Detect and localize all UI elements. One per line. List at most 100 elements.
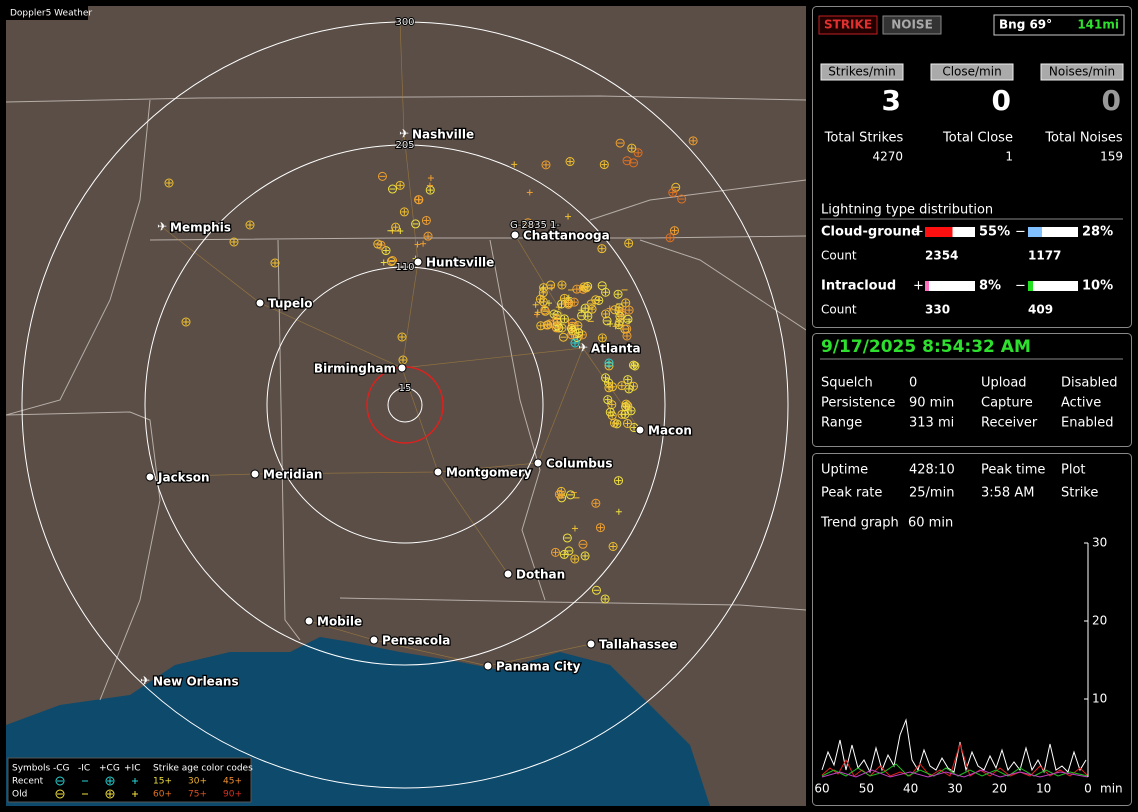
strike bbox=[623, 418, 633, 428]
rate-label: Close/min bbox=[942, 65, 1001, 79]
stat: 25/min bbox=[909, 486, 954, 501]
stat: Peak time bbox=[981, 463, 1045, 478]
legend-age: 60+ bbox=[153, 790, 172, 800]
strike bbox=[377, 171, 387, 181]
strike bbox=[633, 148, 643, 158]
legend-age: 45+ bbox=[223, 777, 242, 787]
stat: 3:58 AM bbox=[981, 486, 1034, 501]
strike bbox=[181, 317, 191, 327]
rate-label-box bbox=[820, 63, 904, 81]
strike bbox=[586, 299, 596, 309]
rate-value: 0 bbox=[1102, 84, 1121, 117]
city-dot bbox=[255, 298, 265, 308]
noise-button[interactable] bbox=[882, 15, 942, 35]
status-panel: STRIKE NOISE Bng 69° 141mi Strikes/min 3 T… bbox=[812, 6, 1132, 328]
legend-age: 15+ bbox=[153, 777, 172, 787]
legend-title: Symbols bbox=[12, 764, 51, 774]
borders bbox=[6, 95, 806, 701]
bearing-box bbox=[993, 14, 1125, 36]
city-label: Atlanta bbox=[591, 342, 641, 356]
strike bbox=[523, 218, 533, 228]
count: 2354 bbox=[925, 249, 958, 263]
strike bbox=[551, 323, 561, 333]
city-label: Memphis bbox=[170, 221, 231, 235]
strike bbox=[587, 304, 597, 314]
strike bbox=[566, 490, 576, 500]
city-dot bbox=[510, 230, 520, 240]
strike bbox=[411, 219, 421, 229]
city-dot bbox=[586, 639, 596, 649]
strike bbox=[629, 158, 639, 168]
bar-fill bbox=[925, 227, 953, 237]
strike bbox=[245, 220, 255, 230]
station-label: G-2835 1- bbox=[510, 220, 560, 231]
strike bbox=[613, 289, 623, 299]
strike-button[interactable] bbox=[818, 15, 878, 35]
rate-label: Strikes/min bbox=[828, 65, 895, 79]
strike bbox=[583, 281, 593, 291]
strike bbox=[603, 395, 613, 405]
noise-button-label[interactable]: NOISE bbox=[891, 18, 933, 32]
count-label: Count bbox=[821, 249, 857, 263]
strike bbox=[270, 258, 280, 268]
strike bbox=[602, 316, 612, 326]
strike bbox=[601, 309, 611, 319]
percent: 55% bbox=[979, 225, 1010, 240]
city-dot bbox=[503, 569, 513, 579]
strike bbox=[572, 333, 582, 343]
rate-value: 3 bbox=[882, 84, 901, 117]
x-tick-label: 20 bbox=[992, 782, 1007, 796]
legend-col: +IC bbox=[124, 764, 140, 774]
strike bbox=[565, 157, 575, 167]
stat: Plot bbox=[1061, 463, 1086, 478]
legend-age: 90+ bbox=[223, 790, 242, 800]
bar-fill bbox=[1028, 227, 1042, 237]
city-dot bbox=[304, 616, 314, 626]
strike bbox=[591, 585, 601, 595]
city-label: Birmingham bbox=[314, 362, 396, 376]
strike bbox=[615, 138, 625, 148]
strike bbox=[397, 332, 407, 342]
rate-label: Noises/min bbox=[1049, 65, 1115, 79]
stat: Strike bbox=[1061, 486, 1098, 501]
stat: Peak rate bbox=[821, 486, 882, 501]
setting: Upload bbox=[981, 376, 1027, 391]
city-label: Nashville bbox=[412, 128, 474, 142]
strike bbox=[549, 309, 559, 319]
city-dot bbox=[533, 458, 543, 468]
strike bbox=[566, 323, 576, 333]
strike bbox=[580, 551, 590, 561]
city-label: New Orleans bbox=[153, 675, 239, 689]
strike bbox=[388, 256, 398, 266]
strike bbox=[381, 246, 391, 256]
strike bbox=[609, 418, 619, 428]
strike-button-label[interactable]: STRIKE bbox=[824, 18, 872, 32]
city-label: Pensacola bbox=[382, 634, 450, 648]
total-value: 4270 bbox=[872, 150, 903, 164]
strike bbox=[395, 180, 405, 190]
airport-icon: ✈ bbox=[578, 341, 588, 355]
strike bbox=[615, 317, 625, 327]
city-label: Tupelo bbox=[268, 297, 313, 311]
legend-age-title: Strike age color codes bbox=[153, 764, 253, 774]
strike bbox=[578, 539, 588, 549]
x-tick-label: 50 bbox=[859, 782, 874, 796]
strike bbox=[607, 382, 617, 392]
total-label: Total Strikes bbox=[824, 131, 904, 146]
ring-label: 205 bbox=[395, 140, 414, 151]
strike bbox=[671, 182, 681, 192]
city-label: Tallahassee bbox=[599, 638, 677, 652]
strike bbox=[599, 160, 609, 170]
setting: Range bbox=[821, 416, 862, 431]
strike bbox=[617, 381, 627, 391]
city-label: Montgomery bbox=[446, 466, 532, 480]
rate-value: 0 bbox=[992, 84, 1011, 117]
sign: − bbox=[1015, 225, 1026, 240]
datetime: 9/17/2025 8:54:32 AM bbox=[821, 337, 1031, 357]
bar-fill bbox=[1028, 281, 1033, 291]
y-tick-label: 10 bbox=[1092, 692, 1107, 706]
strike bbox=[386, 256, 396, 266]
bar-track bbox=[1028, 227, 1078, 237]
strike bbox=[546, 280, 556, 290]
legend-row: Recent bbox=[12, 777, 44, 787]
